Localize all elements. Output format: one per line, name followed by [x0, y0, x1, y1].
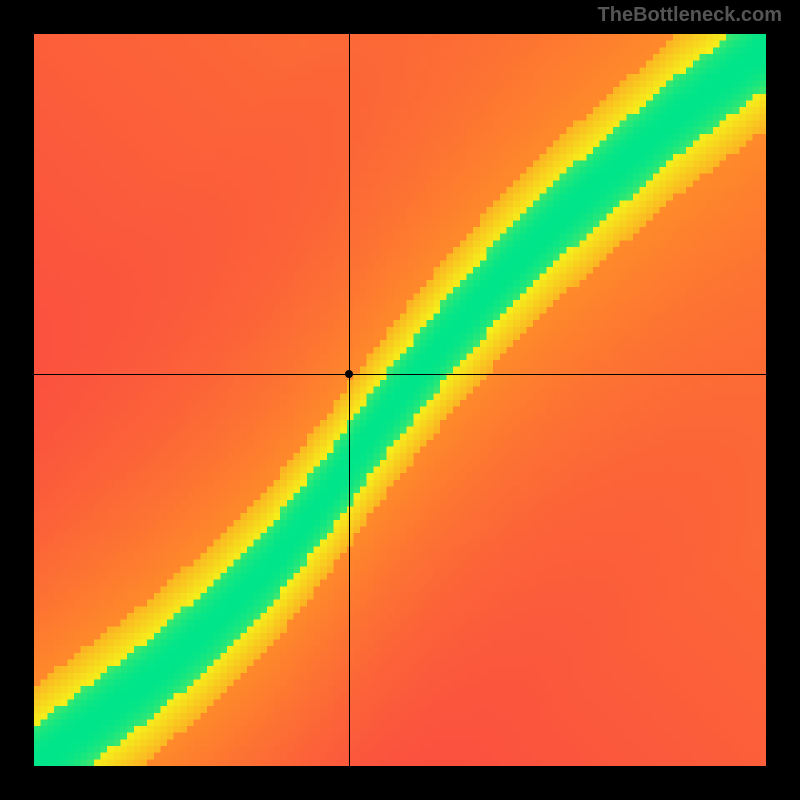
- watermark-text: TheBottleneck.com: [598, 4, 782, 27]
- crosshair-horizontal: [34, 374, 766, 375]
- heatmap-plot: [34, 34, 766, 766]
- chart-container: TheBottleneck.com: [0, 0, 800, 800]
- heatmap-canvas: [34, 34, 766, 766]
- crosshair-vertical: [349, 34, 350, 766]
- crosshair-marker: [345, 370, 353, 378]
